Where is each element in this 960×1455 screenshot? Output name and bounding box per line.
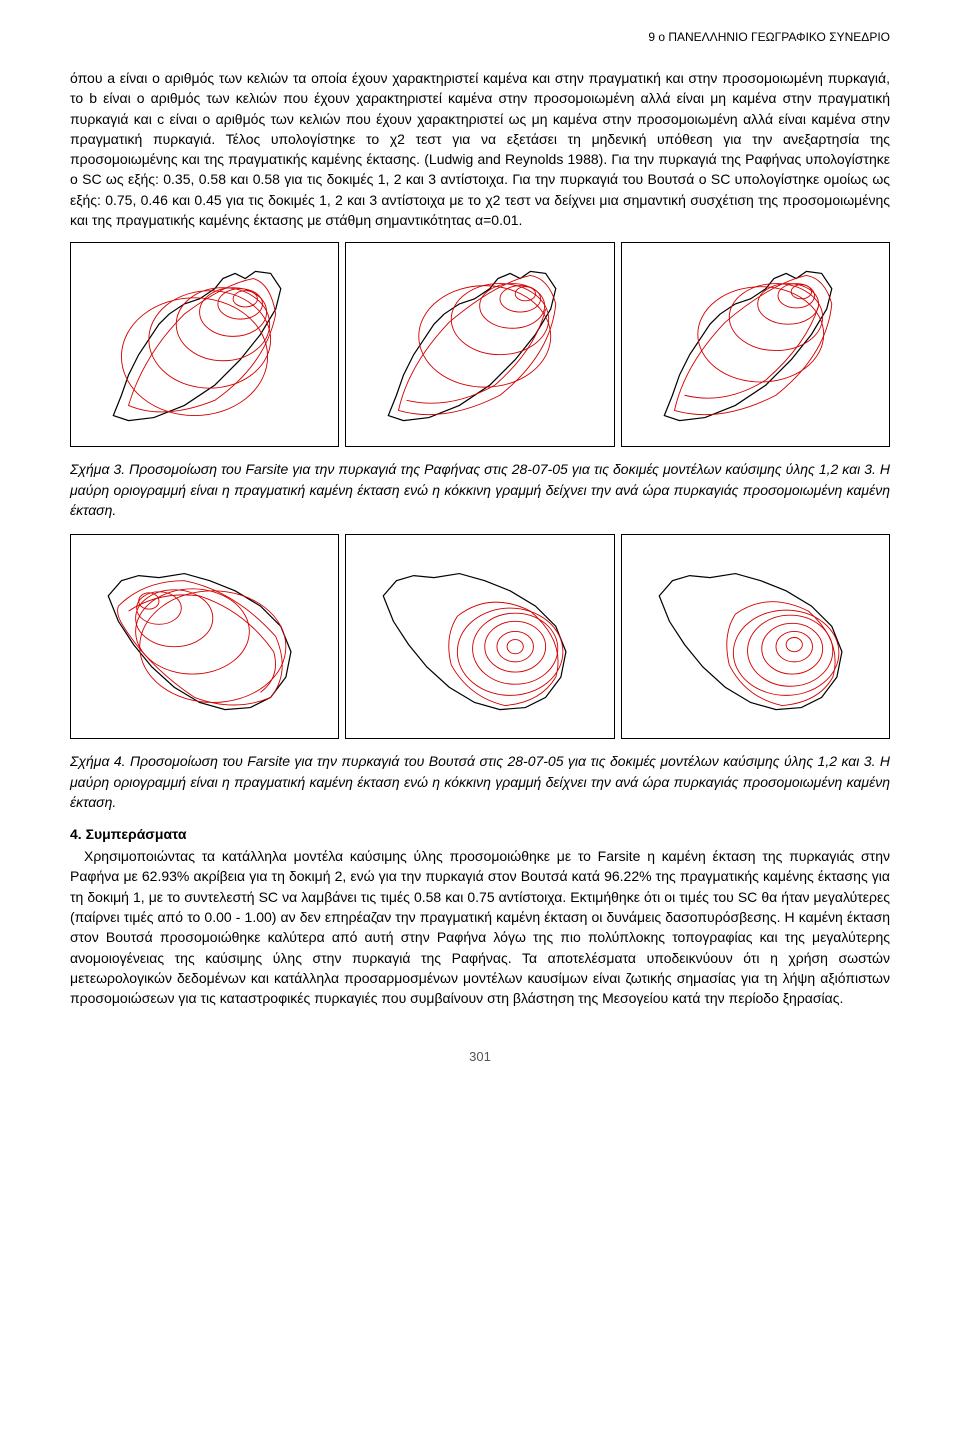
section-4-text: Χρησιμοποιώντας τα κατάλληλα μοντέλα καύ… xyxy=(70,846,890,1008)
figure-4-caption: Σχήμα 4. Προσομοίωση του Farsite για την… xyxy=(70,751,890,812)
figure-4-row xyxy=(70,534,890,739)
paragraph-1: όπου a είναι ο αριθμός των κελιών τα οπο… xyxy=(70,68,890,230)
page-header: 9 ο ΠΑΝΕΛΛΗΝΙΟ ΓΕΩΓΡΑΦΙΚΟ ΣΥΝΕΔΡΙΟ xyxy=(70,30,890,44)
figure-3-panel-2 xyxy=(345,242,614,447)
figure-4-panel-3 xyxy=(621,534,890,739)
figure-3-row xyxy=(70,242,890,447)
figure-3-panel-3 xyxy=(621,242,890,447)
figure-4-panel-1 xyxy=(70,534,339,739)
page-number: 301 xyxy=(70,1049,890,1064)
figure-3-panel-1 xyxy=(70,242,339,447)
figure-4-panel-2 xyxy=(345,534,614,739)
section-4-heading: 4. Συμπεράσματα xyxy=(70,826,890,842)
figure-3-caption: Σχήμα 3. Προσομοίωση του Farsite για την… xyxy=(70,459,890,520)
